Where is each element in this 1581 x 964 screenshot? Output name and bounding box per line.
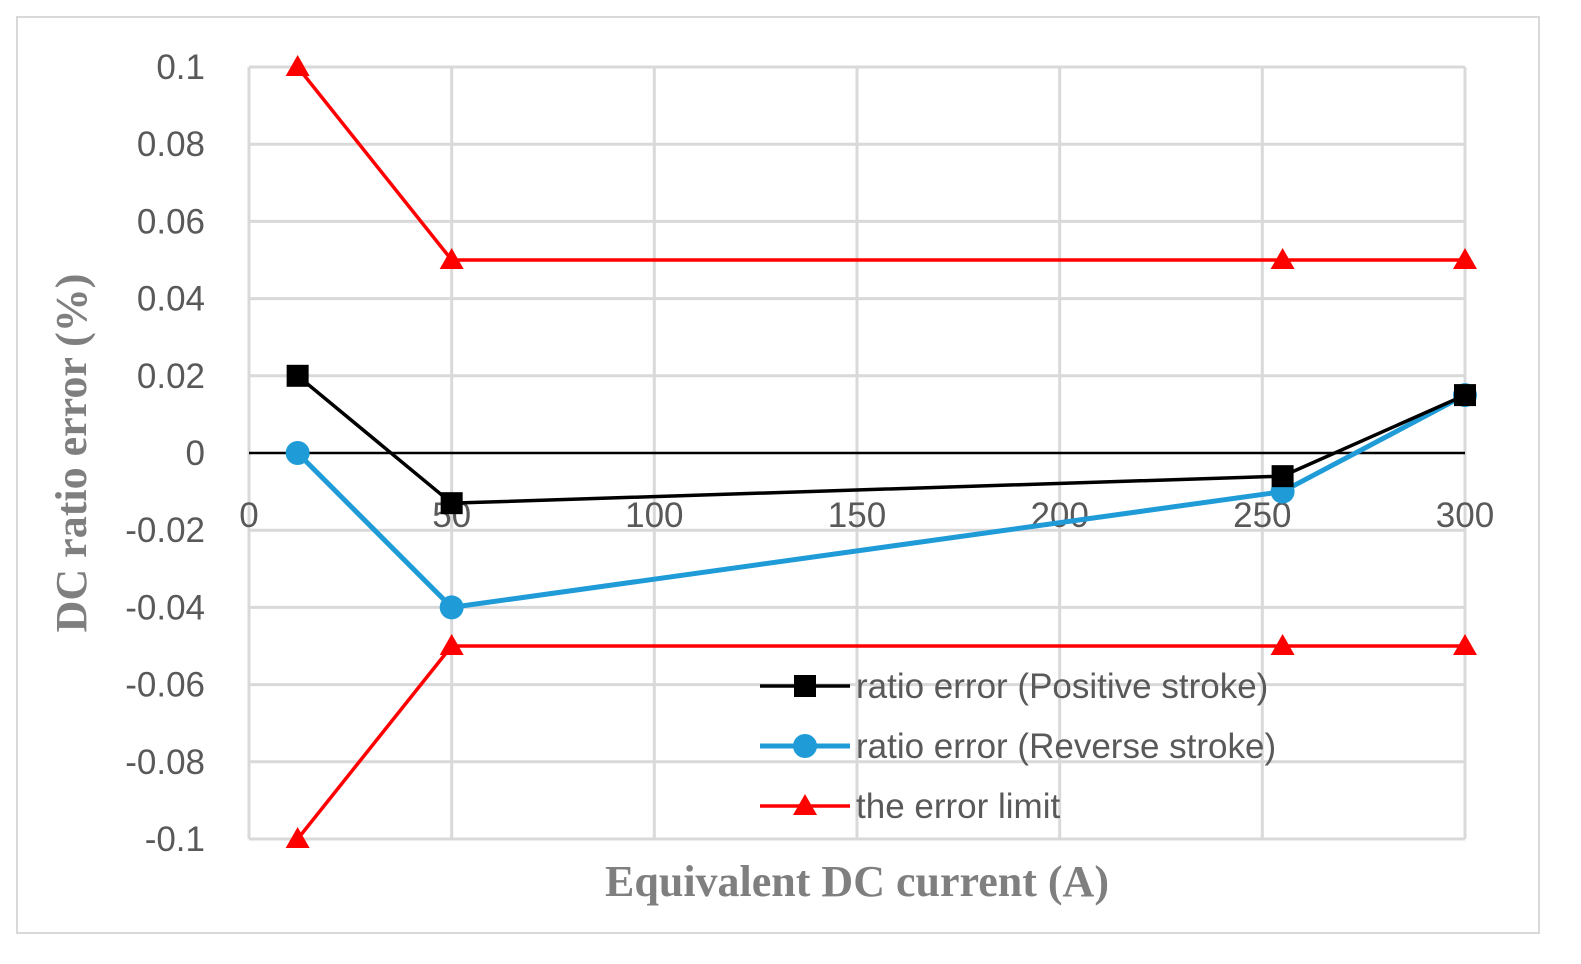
square-marker — [440, 492, 463, 515]
y-axis-title: DC ratio error (%) — [47, 274, 96, 633]
square-marker — [1454, 384, 1476, 407]
triangle-marker — [439, 634, 464, 655]
x-tick-label: 150 — [828, 496, 886, 535]
y-tick-label: 0.06 — [137, 202, 205, 241]
y-tick-label: 0 — [186, 434, 205, 473]
series-line — [296, 65, 1465, 262]
series-ratio-error-positive-stroke — [286, 364, 1476, 515]
circle-marker — [793, 734, 817, 758]
triangle-marker — [439, 248, 464, 269]
y-tick-label: -0.02 — [125, 511, 205, 550]
legend-label: the error limit — [856, 787, 1060, 826]
y-tick-label: 0.1 — [156, 48, 205, 87]
series-line — [295, 392, 1467, 610]
square-marker — [286, 364, 309, 387]
legend: ratio error (Positive stroke) ratio error… — [760, 667, 1276, 826]
y-tick-label: -0.04 — [125, 588, 205, 627]
series — [285, 55, 1477, 848]
x-axis-title: Equivalent DC current (A) — [605, 857, 1109, 906]
legend-entry: the error limit — [760, 787, 1060, 826]
x-tick-label: 300 — [1436, 496, 1494, 535]
square-marker — [1271, 465, 1294, 488]
legend-label: ratio error (Positive stroke) — [856, 667, 1268, 706]
x-tick-label: 200 — [1030, 496, 1088, 535]
triangle-marker — [793, 794, 817, 815]
triangle-marker — [285, 827, 310, 848]
y-tick-label: -0.08 — [125, 743, 205, 782]
triangle-marker — [1453, 248, 1477, 269]
series-line — [296, 374, 1466, 505]
series-line — [296, 644, 1465, 841]
y-tick-label: 0.08 — [137, 125, 205, 164]
y-tick-label: -0.1 — [145, 820, 205, 859]
legend-label: ratio error (Reverse stroke) — [856, 727, 1276, 766]
x-tick-label: 0 — [239, 496, 258, 535]
triangle-marker — [1270, 634, 1295, 655]
circle-marker — [285, 441, 310, 465]
y-tick-label: 0.04 — [137, 280, 205, 319]
series-the-error-limit — [285, 55, 1477, 269]
triangle-marker — [1453, 634, 1477, 655]
y-tick-label: -0.06 — [125, 666, 205, 705]
x-tick-label: 100 — [625, 496, 683, 535]
triangle-marker — [285, 55, 310, 76]
axes: 0.1 0.08 0.06 0.04 0.02 0 -0.02 -0.04 -0.06 -0.08… — [125, 48, 1494, 859]
series-error-limit-lower — [285, 634, 1477, 848]
legend-entry: ratio error (Reverse stroke) — [760, 727, 1276, 766]
triangle-marker — [1270, 248, 1295, 269]
circle-marker — [439, 595, 464, 620]
square-marker — [794, 675, 816, 697]
y-tick-label: 0.02 — [137, 357, 205, 396]
legend-entry: ratio error (Positive stroke) — [760, 667, 1268, 706]
